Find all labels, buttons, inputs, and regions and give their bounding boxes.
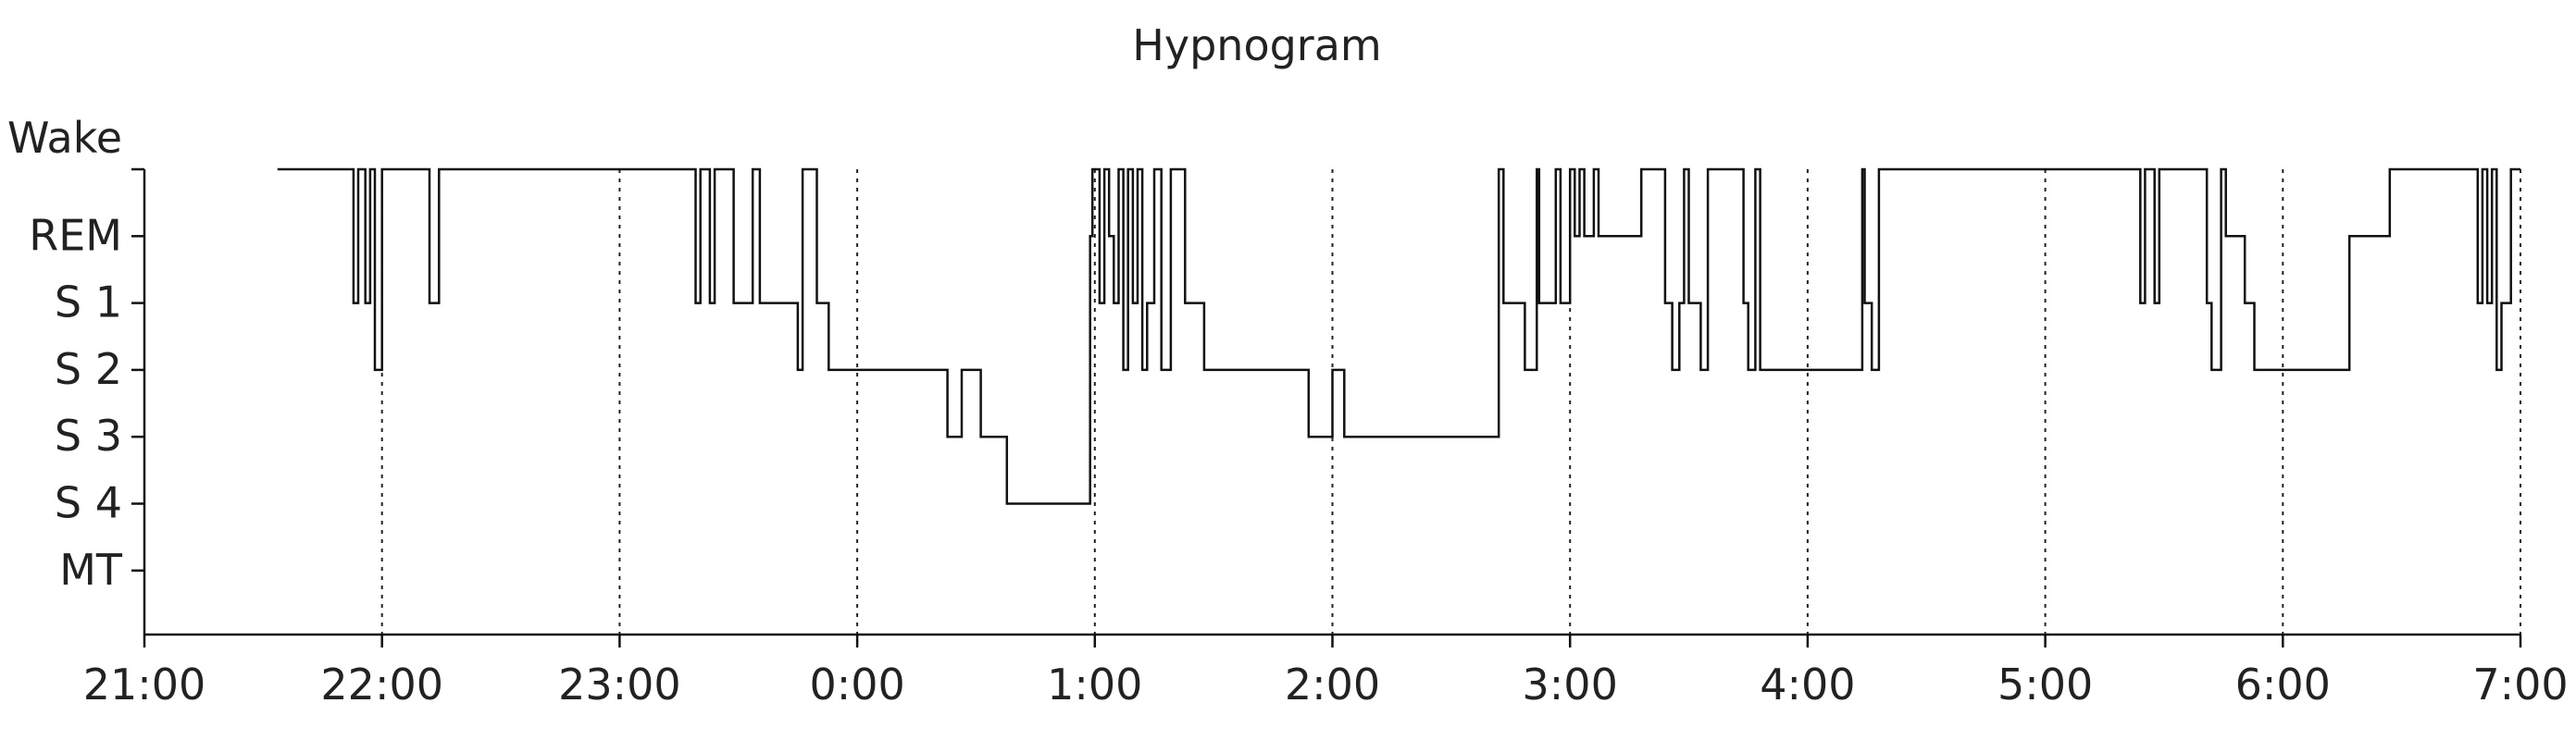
x-tick-label: 2:00: [1285, 660, 1380, 709]
x-tick-label: 5:00: [1997, 660, 2093, 709]
x-tick-label: 21:00: [83, 660, 206, 709]
chart-title: Hypnogram: [1132, 20, 1381, 70]
hypnogram-series: [277, 167, 2520, 505]
x-tick-label: 6:00: [2235, 660, 2331, 709]
x-tick-label: 7:00: [2472, 660, 2568, 709]
x-tick-label: 3:00: [1523, 660, 1618, 709]
y-axis-ticks: Wake REM S 1 S 2 S 3 S 4 MT: [7, 113, 144, 595]
y-tick-label: S 2: [55, 344, 122, 394]
y-tick-label: Wake: [7, 113, 122, 163]
x-tick-label: 22:00: [320, 660, 443, 709]
x-axis-ticks: 21:00 22:00 23:00 0:00 1:00 2:00 3:00 4:00 5:00 6…: [83, 635, 2569, 709]
x-tick-label: 1:00: [1047, 660, 1142, 709]
x-tick-label: 0:00: [809, 660, 904, 709]
sleep-stage-line: [277, 167, 2520, 505]
y-tick-label: S 1: [55, 278, 122, 327]
y-tick-label: S 4: [55, 478, 122, 528]
x-tick-label: 4:00: [1760, 660, 1855, 709]
y-tick-label: MT: [59, 545, 123, 595]
y-tick-label: REM: [29, 210, 122, 260]
x-tick-label: 23:00: [558, 660, 681, 709]
vertical-gridlines: [380, 169, 2521, 635]
y-tick-label: S 3: [55, 411, 122, 461]
